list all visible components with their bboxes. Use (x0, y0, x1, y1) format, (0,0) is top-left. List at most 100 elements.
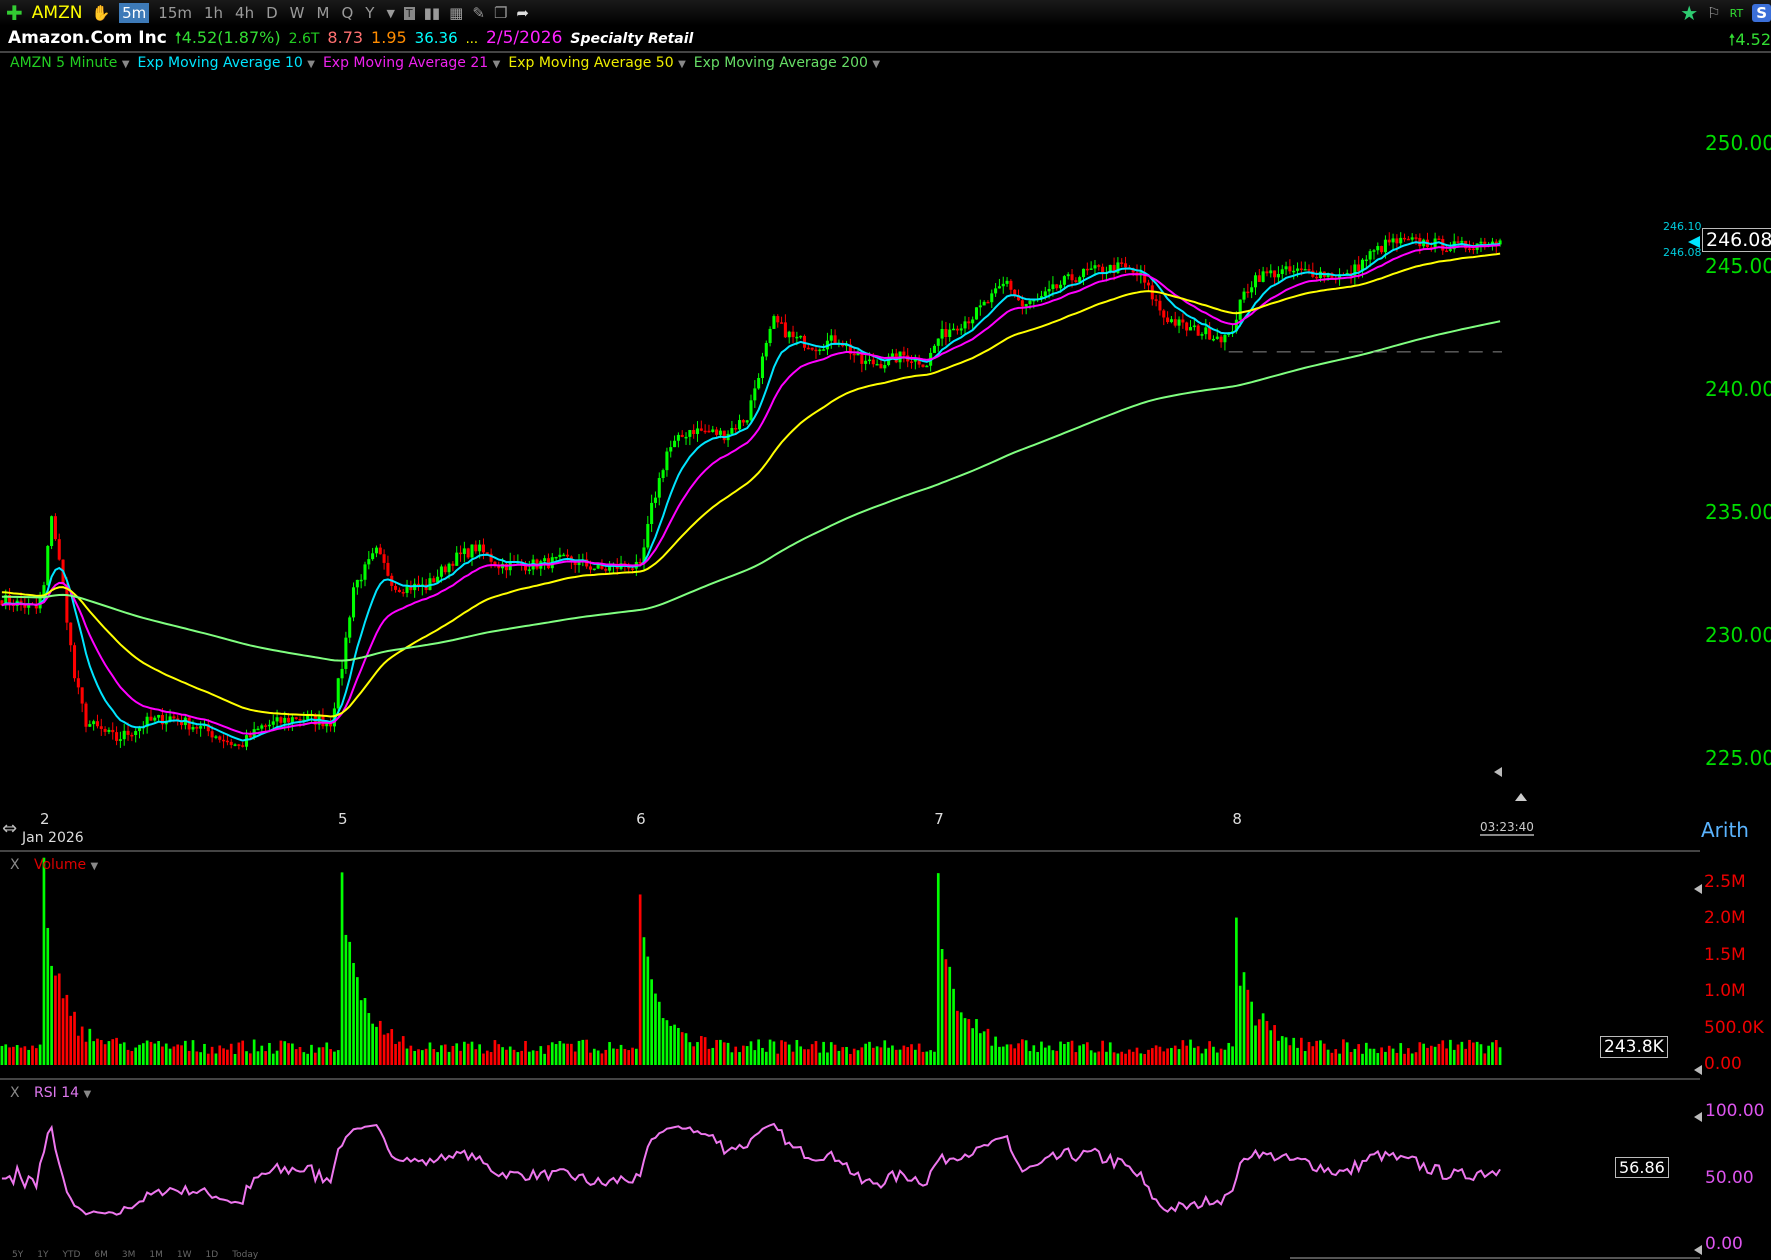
timeframe-Q[interactable]: Q (341, 4, 354, 22)
scrollbar[interactable] (1290, 1257, 1700, 1259)
volume-bar (447, 1051, 451, 1065)
month-label: Jan 2026 (22, 830, 84, 846)
range-ytd[interactable]: YTD (62, 1250, 81, 1260)
volume-bar (891, 1045, 894, 1065)
scale-mode[interactable]: Arith (1701, 818, 1749, 842)
candle (459, 552, 463, 555)
timeframe-Y[interactable]: Y (365, 4, 375, 22)
bars-icon[interactable]: ▮▮ (423, 4, 441, 22)
candle (1208, 327, 1212, 340)
axis-arrow-icon[interactable] (1694, 884, 1702, 894)
divider[interactable] (0, 1078, 1700, 1080)
candle (386, 562, 390, 576)
volume-bar (1238, 985, 1242, 1065)
legend-ema200[interactable]: Exp Moving Average 200 ▼ (693, 55, 881, 71)
axis-arrow-icon[interactable] (1494, 767, 1502, 777)
timeframe-4h[interactable]: 4h (235, 4, 255, 22)
volume-bar (1128, 1049, 1131, 1065)
volume-bar (1307, 1041, 1311, 1065)
dropdown-icon[interactable]: ▼ (386, 6, 395, 20)
volume-bar (772, 1041, 776, 1065)
candle (248, 735, 252, 738)
timeframe-M[interactable]: M (316, 4, 330, 22)
legend-series[interactable]: AMZN 5 Minute ▼ (10, 55, 130, 71)
candle (1318, 271, 1322, 279)
volume-bar (677, 1027, 680, 1065)
volume-bar (1105, 1051, 1108, 1065)
range-3m[interactable]: 3M (121, 1250, 136, 1260)
candle (772, 316, 776, 329)
volume-bar (367, 1013, 371, 1065)
axis-arrow-icon[interactable] (1694, 1065, 1702, 1075)
legend-ema10[interactable]: Exp Moving Average 10 ▼ (137, 55, 315, 71)
scroll-up-icon[interactable] (1515, 793, 1527, 801)
hand-icon[interactable]: ✋ (91, 4, 111, 22)
volume-bar (875, 1046, 879, 1065)
range-6m[interactable]: 6M (94, 1250, 108, 1260)
close-rsi-button[interactable]: X (10, 1085, 20, 1101)
range-1m[interactable]: 1M (149, 1250, 163, 1260)
volume-bar (1456, 1044, 1460, 1065)
legend-ema50[interactable]: Exp Moving Average 50 ▼ (508, 55, 686, 71)
range-1d[interactable]: 1D (205, 1250, 219, 1260)
volume-bar (956, 1010, 959, 1065)
volume-bar (990, 1045, 994, 1065)
candle (107, 729, 111, 732)
candle (703, 430, 707, 433)
add-symbol-icon[interactable]: ✚ (6, 1, 23, 25)
realtime-label: RT (1729, 6, 1744, 20)
timeframe-5m[interactable]: 5m (119, 3, 150, 23)
axis-arrow-icon[interactable] (1694, 1112, 1702, 1122)
volume-bar (768, 1039, 772, 1065)
volume-bar (803, 1049, 806, 1065)
range-today[interactable]: Today (232, 1250, 259, 1260)
volume-bar (1433, 1046, 1437, 1065)
pencil-icon[interactable]: ✎ (472, 4, 485, 22)
range-1y[interactable]: 1Y (37, 1250, 49, 1260)
candle (76, 678, 80, 688)
chart-type-icon[interactable]: T (403, 6, 415, 20)
study-legend: AMZN 5 Minute ▼ Exp Moving Average 10 ▼ … (10, 55, 880, 71)
candle (332, 708, 336, 727)
candle (355, 579, 359, 588)
candle (1215, 336, 1219, 339)
axis-arrow-icon[interactable] (1694, 1245, 1702, 1255)
rsi-label[interactable]: RSI 14 ▼ (34, 1085, 92, 1101)
info-ellipsis[interactable]: ... (465, 32, 479, 47)
timeframe-D[interactable]: D (266, 4, 278, 22)
flag-icon[interactable]: ⚐ (1707, 4, 1721, 22)
volume-bar (199, 1052, 202, 1065)
range-1w[interactable]: 1W (176, 1250, 192, 1260)
volume-bar (1452, 1049, 1456, 1065)
volume-tick: 0.00 (1704, 1054, 1742, 1074)
candle (810, 347, 814, 350)
star-icon[interactable]: ★ (1680, 1, 1699, 25)
calculator-icon[interactable]: ▦ (449, 4, 464, 22)
volume-bar (401, 1036, 405, 1065)
share-icon[interactable]: ➦ (516, 4, 529, 22)
legend-ema21[interactable]: Exp Moving Average 21 ▼ (322, 55, 501, 71)
range-5y[interactable]: 5Y (12, 1250, 24, 1260)
volume-bar (1257, 1019, 1261, 1065)
volume-label[interactable]: Volume ▼ (34, 857, 99, 873)
divider[interactable] (0, 850, 1700, 852)
candle (447, 563, 451, 573)
pan-icon[interactable]: ⇔ (2, 818, 18, 839)
volume-bar (673, 1024, 676, 1065)
candle (1089, 268, 1093, 270)
volume-bar (1303, 1051, 1307, 1065)
s-button[interactable]: S (1752, 4, 1771, 22)
copy-icon[interactable]: ❐ (493, 4, 508, 22)
timeframe-15m[interactable]: 15m (158, 4, 192, 22)
timeframe-W[interactable]: W (289, 4, 305, 22)
volume-bar (512, 1049, 516, 1065)
candle (1066, 274, 1070, 277)
volume-bar (654, 993, 657, 1065)
symbol-input[interactable]: AMZN (31, 3, 83, 23)
close-volume-button[interactable]: X (10, 857, 20, 873)
timeframe-1h[interactable]: 1h (203, 4, 224, 22)
volume-bar (787, 1044, 791, 1065)
volume-bar (1403, 1053, 1406, 1065)
candle (382, 554, 386, 563)
